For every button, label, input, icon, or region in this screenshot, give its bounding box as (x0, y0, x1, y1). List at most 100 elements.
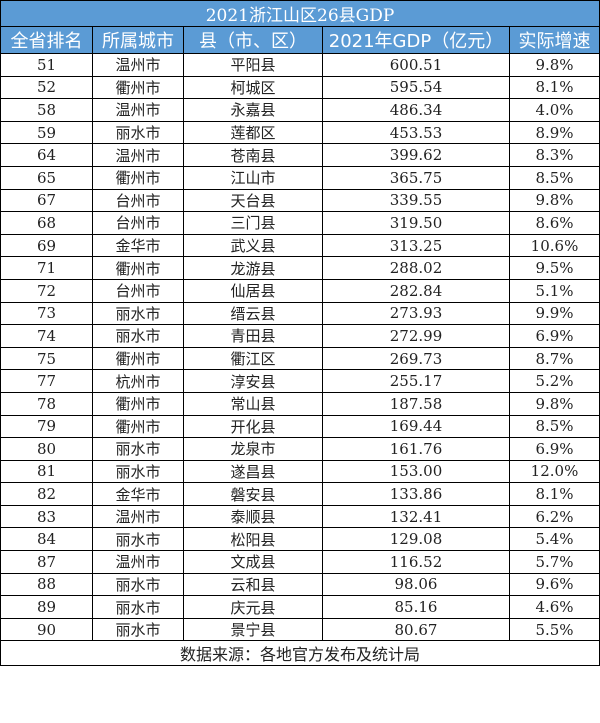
city-cell: 金华市 (92, 233, 184, 258)
rank-cell: 71 (0, 256, 93, 280)
city-cell: 台州市 (92, 211, 184, 235)
gdp-cell: 595.54 (322, 75, 510, 100)
gdp-cell: 486.34 (322, 98, 510, 122)
table-title: 2021浙江山区26县GDP (0, 0, 600, 27)
rank-cell: 79 (0, 414, 93, 439)
growth-cell: 10.6% (508, 233, 600, 258)
county-cell: 青田县 (183, 324, 323, 348)
growth-cell: 8.6% (508, 211, 600, 235)
gdp-cell: 272.99 (322, 324, 510, 348)
growth-cell: 9.8% (508, 188, 600, 213)
rank-cell: 90 (0, 617, 93, 642)
county-cell: 莲都区 (183, 120, 323, 145)
city-cell: 丽水市 (92, 301, 184, 326)
table-row: 73 丽水市 缙云县 273.93 9.9% (0, 301, 600, 326)
rank-cell: 59 (0, 120, 93, 145)
gdp-cell: 399.62 (322, 143, 510, 167)
city-cell: 温州市 (92, 550, 184, 574)
city-cell: 丽水市 (92, 324, 184, 348)
table-row: 52 衢州市 柯城区 595.54 8.1% (0, 75, 600, 100)
header-gdp: 2021年GDP（亿元） (322, 26, 510, 54)
gdp-cell: 288.02 (322, 256, 510, 280)
growth-cell: 8.5% (508, 414, 600, 439)
rank-cell: 89 (0, 595, 93, 619)
city-cell: 衢州市 (92, 165, 184, 190)
county-cell: 平阳县 (183, 53, 323, 77)
table-row: 75 衢州市 衢江区 269.73 8.7% (0, 346, 600, 371)
city-cell: 台州市 (92, 278, 184, 303)
city-cell: 丽水市 (92, 120, 184, 145)
table-row: 84 丽水市 松阳县 129.08 5.4% (0, 527, 600, 552)
county-cell: 遂昌县 (183, 459, 323, 484)
rank-cell: 74 (0, 324, 93, 348)
county-cell: 泰顺县 (183, 504, 323, 529)
county-cell: 文成县 (183, 550, 323, 574)
header-rank: 全省排名 (0, 26, 93, 54)
growth-cell: 5.4% (508, 527, 600, 552)
county-cell: 武义县 (183, 233, 323, 258)
table-row: 59 丽水市 莲都区 453.53 8.9% (0, 120, 600, 145)
rank-cell: 72 (0, 278, 93, 303)
table-row: 90 丽水市 景宁县 80.67 5.5% (0, 617, 600, 642)
gdp-cell: 169.44 (322, 414, 510, 439)
county-cell: 柯城区 (183, 75, 323, 100)
growth-cell: 8.5% (508, 165, 600, 190)
gdp-cell: 133.86 (322, 482, 510, 506)
gdp-cell: 129.08 (322, 527, 510, 552)
rank-cell: 64 (0, 143, 93, 167)
county-cell: 苍南县 (183, 143, 323, 167)
growth-cell: 5.7% (508, 550, 600, 574)
county-cell: 云和县 (183, 572, 323, 597)
city-cell: 温州市 (92, 504, 184, 529)
gdp-cell: 600.51 (322, 53, 510, 77)
table-row: 74 丽水市 青田县 272.99 6.9% (0, 324, 600, 348)
table-row: 89 丽水市 庆元县 85.16 4.6% (0, 595, 600, 619)
growth-cell: 8.1% (508, 482, 600, 506)
growth-cell: 9.6% (508, 572, 600, 597)
city-cell: 丽水市 (92, 617, 184, 642)
city-cell: 温州市 (92, 53, 184, 77)
city-cell: 台州市 (92, 188, 184, 213)
city-cell: 衢州市 (92, 346, 184, 371)
city-cell: 杭州市 (92, 369, 184, 393)
growth-cell: 5.1% (508, 278, 600, 303)
growth-cell: 8.7% (508, 346, 600, 371)
gdp-cell: 339.55 (322, 188, 510, 213)
gdp-cell: 153.00 (322, 459, 510, 484)
rank-cell: 88 (0, 572, 93, 597)
gdp-cell: 365.75 (322, 165, 510, 190)
table-row: 88 丽水市 云和县 98.06 9.6% (0, 572, 600, 597)
city-cell: 衢州市 (92, 75, 184, 100)
table-row: 71 衢州市 龙游县 288.02 9.5% (0, 256, 600, 280)
city-cell: 丽水市 (92, 459, 184, 484)
county-cell: 开化县 (183, 414, 323, 439)
table-row: 81 丽水市 遂昌县 153.00 12.0% (0, 459, 600, 484)
rank-cell: 80 (0, 437, 93, 461)
rank-cell: 67 (0, 188, 93, 213)
rank-cell: 81 (0, 459, 93, 484)
table-row: 83 温州市 泰顺县 132.41 6.2% (0, 504, 600, 529)
growth-cell: 6.2% (508, 504, 600, 529)
table-row: 80 丽水市 龙泉市 161.76 6.9% (0, 437, 600, 461)
table-row: 87 温州市 文成县 116.52 5.7% (0, 550, 600, 574)
gdp-cell: 132.41 (322, 504, 510, 529)
growth-cell: 9.8% (508, 53, 600, 77)
table-row: 68 台州市 三门县 319.50 8.6% (0, 211, 600, 235)
gdp-cell: 453.53 (322, 120, 510, 145)
table-row: 79 衢州市 开化县 169.44 8.5% (0, 414, 600, 439)
table-row: 78 衢州市 常山县 187.58 9.8% (0, 391, 600, 416)
city-cell: 丽水市 (92, 572, 184, 597)
county-cell: 磐安县 (183, 482, 323, 506)
county-cell: 淳安县 (183, 369, 323, 393)
growth-cell: 9.9% (508, 301, 600, 326)
rank-cell: 78 (0, 391, 93, 416)
county-cell: 衢江区 (183, 346, 323, 371)
growth-cell: 8.9% (508, 120, 600, 145)
county-cell: 景宁县 (183, 617, 323, 642)
header-growth: 实际增速 (508, 26, 600, 54)
city-cell: 衢州市 (92, 256, 184, 280)
city-cell: 金华市 (92, 482, 184, 506)
growth-cell: 9.8% (508, 391, 600, 416)
growth-cell: 9.5% (508, 256, 600, 280)
growth-cell: 8.1% (508, 75, 600, 100)
